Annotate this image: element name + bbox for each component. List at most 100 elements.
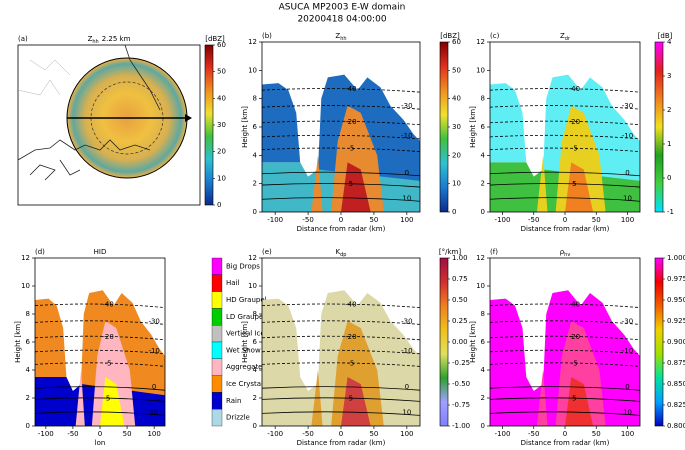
colorbar-tick-label: 50 xyxy=(217,68,226,76)
isotherm-label: -5 xyxy=(347,359,354,367)
isotherm-label: -10 xyxy=(622,347,633,355)
y-tick-label: 4 xyxy=(481,366,486,374)
legend-swatch xyxy=(211,308,223,326)
panel-title: Zhh 2.25 km xyxy=(88,35,131,45)
isotherm-label: 5 xyxy=(572,394,576,402)
isotherm-label: 0 xyxy=(625,383,629,391)
isotherm-label: -5 xyxy=(571,359,578,367)
x-tick-label: 100 xyxy=(400,430,413,438)
y-tick-label: 2 xyxy=(481,180,485,188)
colorbar-tick-label: -0.25 xyxy=(452,359,470,367)
colorbar-tick-label: 0.75 xyxy=(452,275,468,283)
title-sub: hh xyxy=(340,36,346,42)
colorbar xyxy=(654,257,664,427)
isotherm xyxy=(489,134,641,140)
colorbar-tick-label: 40 xyxy=(217,94,226,102)
isotherm xyxy=(489,397,641,402)
isotherm xyxy=(261,386,421,391)
isotherm xyxy=(489,303,641,308)
isotherm-label: 10 xyxy=(402,408,411,416)
colorbar xyxy=(439,257,449,427)
isotherm-label: 5 xyxy=(106,394,110,402)
isotherm-label: 0 xyxy=(625,169,629,177)
y-tick-label: 12 xyxy=(248,254,257,262)
isotherm-label: 5 xyxy=(349,394,353,402)
title-main: Z xyxy=(335,32,340,40)
colorbar-tick-label: 0.850 xyxy=(667,380,685,388)
isotherm-label: -30 xyxy=(401,317,412,325)
colorbar-tick-label: 60 xyxy=(452,38,461,46)
y-tick-label: 0 xyxy=(481,422,485,430)
x-tick-label: -100 xyxy=(495,216,511,224)
y-tick-label: 4 xyxy=(253,151,258,159)
echo-region xyxy=(262,298,301,377)
y-tick-label: 10 xyxy=(476,66,485,74)
x-tick-label: -100 xyxy=(267,430,283,438)
isotherm-label: -20 xyxy=(345,333,356,341)
isotherm-label: 5 xyxy=(572,180,576,188)
legend-swatch xyxy=(211,392,223,410)
echo-region xyxy=(565,377,594,426)
x-tick-label: 0 xyxy=(563,430,567,438)
x-tick-label: 100 xyxy=(621,216,634,224)
title-sub: hv xyxy=(564,252,570,258)
legend-label: Ice Crystals xyxy=(226,380,267,388)
y-axis-label: Height [km] xyxy=(469,321,477,363)
isotherm-label: -40 xyxy=(345,301,356,309)
isotherm xyxy=(489,320,641,325)
y-tick-label: 4 xyxy=(26,366,31,374)
panel-label: (a) xyxy=(18,35,28,43)
colorbar xyxy=(654,41,664,213)
colorbar-tick-label: 60 xyxy=(217,41,226,49)
legend-label: Vertical Ice xyxy=(226,330,265,338)
map xyxy=(17,44,201,206)
panel-title: Zhh xyxy=(335,32,346,42)
x-tick-label: -100 xyxy=(267,216,283,224)
isotherm xyxy=(261,411,421,416)
y-tick-label: 2 xyxy=(481,394,485,402)
colorbar-tick-label: -1.00 xyxy=(452,422,470,430)
isotherm-label: -5 xyxy=(105,359,112,367)
colorbar-tick-label: 10 xyxy=(217,174,226,182)
x-tick-label: -50 xyxy=(67,430,78,438)
isotherm xyxy=(489,411,641,416)
echo-region xyxy=(91,321,136,426)
colorbar-tick-label: 1.000 xyxy=(667,254,685,262)
panel: (a) Zhh 2.25 km 0 10 20 30 40 50 60[dBZ] xyxy=(18,35,226,209)
isotherm-label: -40 xyxy=(569,301,580,309)
isotherm xyxy=(34,411,166,416)
colorbar-tick-label: -0.50 xyxy=(452,380,470,388)
y-axis-label: Height [km] xyxy=(241,106,249,148)
title-main: HID xyxy=(94,248,107,256)
isotherm xyxy=(489,183,641,188)
panel-label: (e) xyxy=(262,248,272,256)
x-tick-label: 0 xyxy=(339,216,343,224)
y-tick-label: 12 xyxy=(21,254,30,262)
y-tick-label: 6 xyxy=(481,123,486,131)
y-tick-label: 10 xyxy=(248,282,257,290)
y-tick-label: 12 xyxy=(476,254,485,262)
legend-label: Hail xyxy=(226,279,239,287)
y-tick-label: 8 xyxy=(253,95,257,103)
colorbar-tick-label: -1 xyxy=(667,208,674,216)
panel-label: (c) xyxy=(490,32,500,40)
colorbar-tick-label: 0.900 xyxy=(667,338,685,346)
isotherm xyxy=(34,303,166,308)
isotherm-label: 0 xyxy=(405,169,409,177)
title-sub: hh xyxy=(92,39,98,45)
x-tick-label: -100 xyxy=(495,430,511,438)
legend-swatch xyxy=(211,291,223,309)
y-tick-label: 0 xyxy=(253,422,257,430)
isotherm-label: 10 xyxy=(402,194,411,202)
isotherm xyxy=(34,362,166,367)
y-tick-label: 0 xyxy=(253,208,257,216)
x-tick-label: 0 xyxy=(98,430,102,438)
x-axis-label: Distance from radar (km) xyxy=(297,225,386,233)
y-tick-label: 6 xyxy=(481,338,486,346)
y-tick-label: 8 xyxy=(26,310,30,318)
y-axis-label: Height [km] xyxy=(14,321,22,363)
